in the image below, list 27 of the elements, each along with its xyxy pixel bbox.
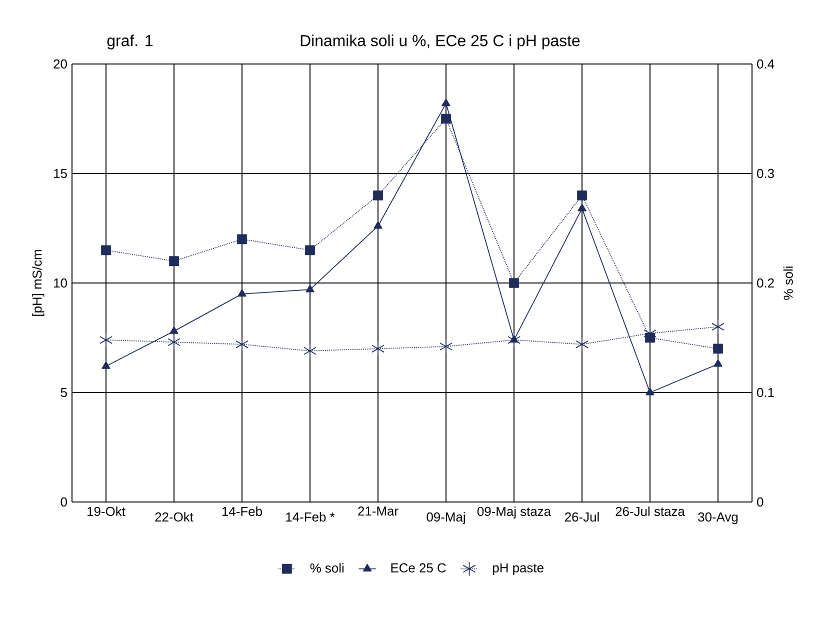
legend-label: % soli (310, 563, 344, 573)
x-tick-label: 22-Okt (155, 512, 194, 522)
x-tick-label: 14-Feb * (286, 512, 335, 522)
legend-label: pH paste (492, 563, 544, 575)
chart-subtitle: graf. 1 (107, 34, 153, 50)
y2-tick-label: 0.2 (757, 278, 774, 288)
y-tick-label: 20 (54, 59, 67, 69)
y2-tick-label: 0.4 (757, 59, 774, 69)
x-tick-label: 30-Avg (698, 512, 738, 524)
y2-tick-label: 0.3 (757, 168, 774, 178)
x-tick-label: 09-Maj staza (477, 506, 552, 519)
y-axis-title: [pH] mS/cm (32, 250, 44, 316)
y2-tick-label: 0.1 (757, 388, 774, 398)
y-tick-label: 0 (60, 497, 67, 507)
chart-title: Dinamika soli u %, ECe 25 C i pH paste (300, 34, 580, 50)
y-tick-label: 5 (60, 388, 67, 398)
x-tick-label: 09-Maj (426, 512, 465, 524)
x-tick-label: 14-Feb (222, 506, 262, 516)
y2-tick-label: 0 (757, 497, 764, 507)
y-tick-label: 10 (54, 278, 67, 288)
x-tick-label: 21-Mar (358, 506, 398, 516)
x-tick-label: 26-Jul (565, 512, 599, 522)
y-tick-label: 15 (54, 168, 67, 178)
legend-label: ECe 25 C (391, 563, 446, 572)
x-tick-label: 19-Okt (88, 506, 126, 516)
y2-axis-title: % soli (783, 266, 793, 300)
x-tick-label: 26-Jul staza (616, 506, 685, 516)
